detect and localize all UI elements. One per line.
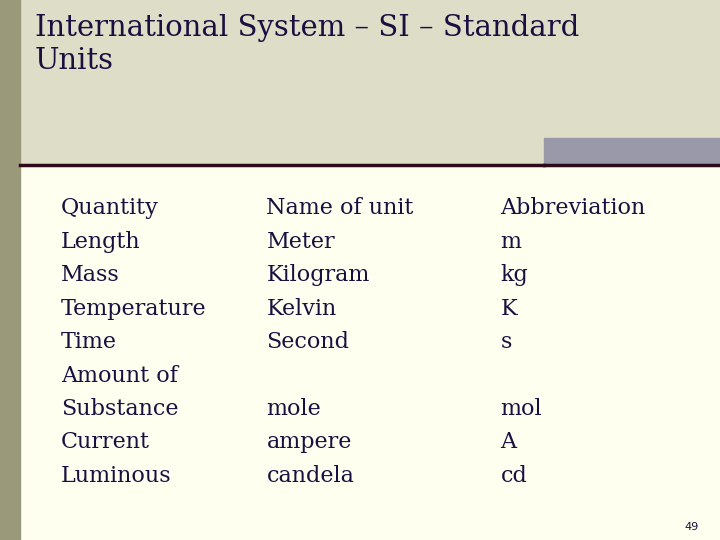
Text: candela: candela (266, 465, 354, 487)
Text: Length: Length (61, 231, 141, 253)
Text: Name of unit: Name of unit (266, 197, 414, 219)
Text: Meter: Meter (266, 231, 335, 253)
Bar (0, 165, 720, 540)
Text: Amount of: Amount of (61, 364, 178, 387)
Text: Kilogram: Kilogram (266, 264, 370, 286)
Text: 49: 49 (684, 522, 698, 532)
Text: cd: cd (500, 465, 527, 487)
Text: K: K (500, 298, 517, 320)
Text: ampere: ampere (266, 431, 352, 454)
Text: Current: Current (61, 431, 150, 454)
Text: mol: mol (500, 398, 542, 420)
Bar (544, 138, 720, 165)
Text: Second: Second (266, 331, 349, 353)
Text: Time: Time (61, 331, 117, 353)
Text: A: A (500, 431, 516, 454)
Text: Mass: Mass (61, 264, 120, 286)
Text: Kelvin: Kelvin (266, 298, 337, 320)
Text: Temperature: Temperature (61, 298, 207, 320)
Text: s: s (500, 331, 512, 353)
Text: Substance: Substance (61, 398, 179, 420)
Text: mole: mole (266, 398, 321, 420)
Text: International System – SI – Standard
Units: International System – SI – Standard Uni… (35, 14, 579, 75)
Text: kg: kg (500, 264, 528, 286)
Text: Abbreviation: Abbreviation (500, 197, 646, 219)
Text: m: m (500, 231, 521, 253)
Text: Luminous: Luminous (61, 465, 172, 487)
Text: Quantity: Quantity (61, 197, 159, 219)
Bar (0, 0, 20, 540)
